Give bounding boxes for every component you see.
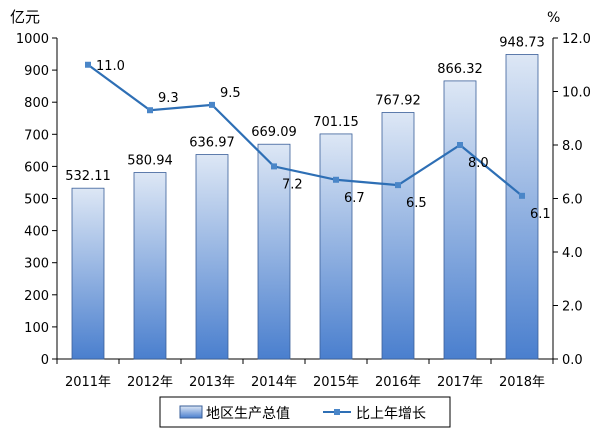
- left-axis-tick-label: 300: [24, 257, 49, 272]
- legend-frame: [159, 396, 451, 428]
- line-value-label: 8.0: [468, 156, 489, 171]
- left-axis-tick-label: 200: [24, 289, 49, 304]
- right-axis-tick-label: 8.0: [562, 139, 583, 154]
- bar: [319, 133, 353, 360]
- bar-value-label: 767.92: [375, 93, 421, 108]
- legend-bar-label: 地区生产总值: [206, 406, 290, 422]
- line-value-label: 6.7: [344, 191, 365, 206]
- line-marker: [209, 101, 215, 108]
- line-value-label: 6.5: [406, 196, 427, 211]
- x-axis-tick-label: 2011年: [65, 375, 111, 390]
- right-axis-tick-label: 4.0: [562, 246, 583, 261]
- bar: [381, 112, 415, 360]
- x-axis-tick-label: 2014年: [251, 375, 297, 390]
- line-value-label: 11.0: [96, 59, 125, 74]
- line-value-label: 9.5: [220, 86, 241, 101]
- left-axis-tick-label: 800: [24, 96, 49, 111]
- right-axis-tick-label: 12.0: [562, 32, 591, 47]
- right-axis-tick-label: 10.0: [562, 86, 591, 101]
- bar: [443, 80, 477, 360]
- line-series: [85, 61, 525, 199]
- line-marker: [85, 61, 91, 68]
- left-axis: 0 100 200 300 400 500 600 700 800 900 1000: [16, 32, 58, 368]
- line-marker: [395, 182, 401, 189]
- right-axis-unit: %: [547, 10, 560, 26]
- bar: [257, 143, 291, 360]
- left-axis-tick-label: 100: [24, 321, 49, 336]
- bar-value-label: 948.73: [499, 35, 545, 50]
- line-marker: [457, 142, 463, 148]
- line-marker: [147, 107, 153, 114]
- line-marker: [519, 192, 525, 199]
- right-axis-tick-label: 0.0: [562, 353, 583, 368]
- left-axis-tick-label: 600: [24, 160, 49, 175]
- line-marker: [333, 176, 339, 183]
- bar-value-label: 701.15: [313, 115, 359, 130]
- legend: 地区生产总值 比上年增长: [159, 396, 451, 428]
- bar-value-label: 580.94: [127, 154, 173, 169]
- line-value-label: 9.3: [158, 91, 179, 106]
- bar-series: [71, 54, 539, 360]
- left-axis-tick-label: 1000: [16, 32, 49, 47]
- bar: [133, 172, 167, 360]
- bar-value-label: 669.09: [251, 125, 297, 140]
- legend-line-label: 比上年增长: [356, 406, 426, 422]
- growth-line: [87, 63, 523, 197]
- left-axis-tick-label: 400: [24, 225, 49, 240]
- left-axis-tick-label: 0: [41, 353, 49, 368]
- bar-value-labels: 532.11 580.94 636.97 669.09 701.15 767.92 866.…: [65, 35, 545, 184]
- right-axis-tick-label: 2.0: [562, 300, 583, 315]
- line-value-labels: 11.0 9.3 9.5 7.2 6.7 6.5 8.0 6.1: [96, 59, 551, 222]
- bar: [505, 54, 539, 360]
- line-marker: [271, 163, 277, 170]
- x-axis-tick-label: 2018年: [499, 375, 545, 390]
- x-axis-tick-label: 2013年: [189, 375, 235, 390]
- x-axis-tick-label: 2017年: [437, 375, 483, 390]
- legend-line-marker: [334, 409, 340, 415]
- x-axis: 2011年 2012年 2013年 2014年 2015年 2016年 2017年 2018年: [56, 358, 554, 390]
- line-value-label: 7.2: [282, 177, 303, 192]
- legend-bar-swatch: [179, 405, 203, 419]
- left-axis-unit: 亿元: [10, 8, 40, 26]
- left-axis-tick-label: 500: [24, 193, 49, 208]
- bar-value-label: 866.32: [437, 62, 483, 77]
- bar: [195, 154, 229, 360]
- right-axis: 0.0 2.0 4.0 6.0 8.0 10.0 12.0: [552, 32, 591, 368]
- line-value-label: 6.1: [530, 207, 551, 222]
- x-axis-tick-label: 2012年: [127, 375, 173, 390]
- bar-value-label: 532.11: [65, 169, 111, 184]
- left-axis-tick-label: 900: [24, 64, 49, 79]
- x-axis-tick-label: 2016年: [375, 375, 421, 390]
- x-axis-tick-label: 2015年: [313, 375, 359, 390]
- bar-value-label: 636.97: [189, 136, 235, 151]
- left-axis-tick-label: 700: [24, 128, 49, 143]
- bar: [71, 187, 105, 360]
- right-axis-tick-label: 6.0: [562, 193, 583, 208]
